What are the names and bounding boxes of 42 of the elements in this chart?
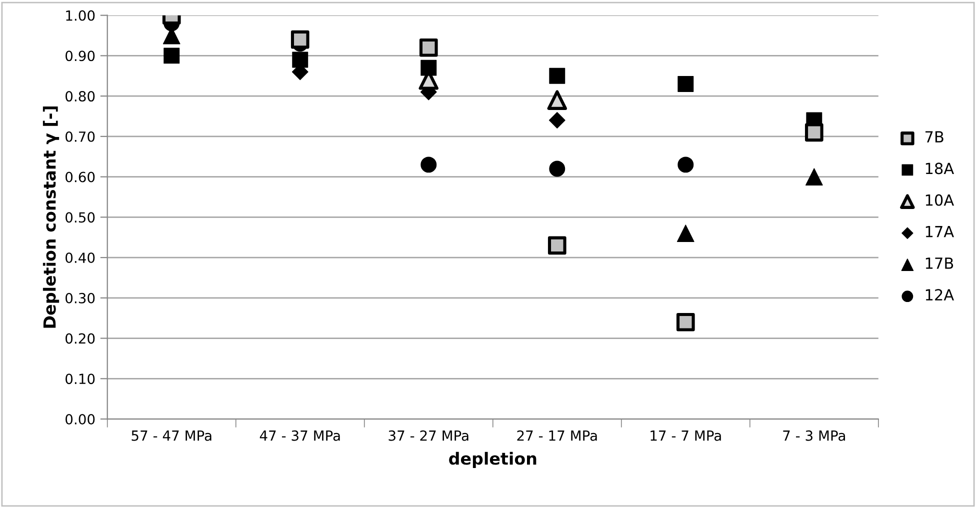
legend-label: 17A — [926, 226, 954, 238]
y-tick-label: 0.10 — [66, 374, 95, 384]
x-axis-title: depletion — [449, 452, 536, 468]
y-tick-label: 0.40 — [66, 252, 95, 264]
point — [676, 224, 694, 242]
point — [548, 112, 566, 128]
point — [676, 312, 695, 332]
point — [420, 156, 437, 173]
x-tick-label: 17 - 7 MPa — [650, 430, 721, 441]
y-tick-label: 0.00 — [66, 414, 95, 424]
point — [678, 156, 694, 173]
y-tick-label: 0.30 — [66, 292, 95, 304]
legend-label: 17B — [926, 258, 954, 269]
legend-label: 7B — [925, 131, 944, 142]
point — [164, 48, 180, 64]
x-tick-label: 57 - 47 MPa — [132, 430, 212, 441]
y-tick-label: 0.60 — [66, 172, 95, 182]
point — [292, 52, 308, 68]
point — [805, 168, 823, 186]
y-tick-label: 0.70 — [66, 131, 95, 142]
point — [290, 30, 310, 49]
point — [804, 123, 824, 142]
legend-label: 18A — [926, 162, 954, 174]
x-tick-label: 47 - 37 MPa — [260, 430, 340, 441]
point — [548, 236, 566, 255]
point — [420, 60, 437, 76]
legend-label: 10A — [926, 194, 954, 206]
y-tick-label: 0.50 — [66, 212, 95, 223]
y-tick-label: 1.00 — [66, 10, 95, 21]
y-tick-label: 0.80 — [66, 91, 95, 102]
y-tick-label: 0.20 — [66, 333, 95, 344]
y-tick-label: 0.90 — [66, 50, 95, 62]
x-tick-label: 7 - 3 MPa — [783, 430, 845, 441]
point — [419, 38, 438, 57]
x-tick-label: 27 - 17 MPa — [517, 430, 597, 441]
legend-label: 12A — [926, 289, 954, 300]
point — [547, 90, 567, 110]
y-axis-title: Depletion constant γ [-] — [42, 106, 60, 328]
point — [549, 160, 566, 177]
x-tick-label: 37 - 27 MPa — [388, 430, 468, 441]
point — [678, 76, 694, 92]
point — [549, 68, 566, 84]
